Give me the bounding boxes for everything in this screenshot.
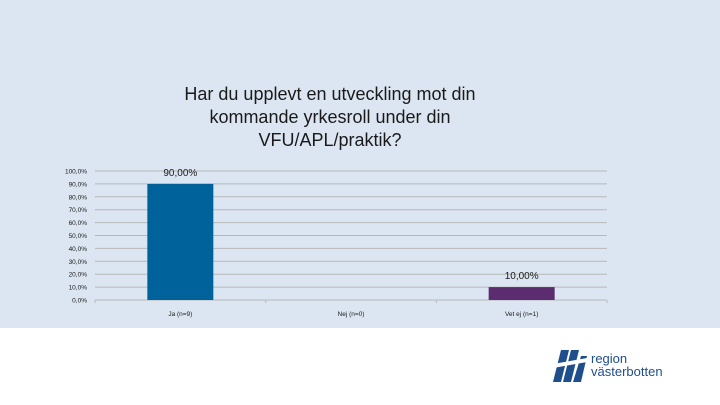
data-label: 90,00% bbox=[163, 168, 197, 179]
y-tick-label: 70,0% bbox=[69, 207, 88, 214]
y-tick-label: 40,0% bbox=[69, 246, 88, 253]
y-tick-label: 80,0% bbox=[69, 194, 88, 201]
chart-title-line: VFU/APL/praktik? bbox=[258, 130, 401, 150]
bar-chart: Har du upplevt en utveckling mot din komm… bbox=[65, 84, 608, 318]
bars bbox=[147, 183, 555, 300]
y-axis-ticks: 0,0% 10,0% 20,0% 30,0% 40,0% 50,0% 60,0% 70,0% 8… bbox=[65, 169, 87, 305]
y-tick-label: 100,0% bbox=[65, 169, 87, 176]
data-labels: 90,00% 10,00% bbox=[163, 168, 538, 282]
x-tick-label: Nej (n=0) bbox=[338, 311, 365, 318]
y-tick-label: 20,0% bbox=[69, 272, 88, 279]
y-tick-label: 90,0% bbox=[69, 181, 88, 188]
logo-text: region västerbotten bbox=[591, 352, 663, 378]
logo-mark-icon bbox=[553, 350, 587, 382]
x-tick-label: Ja (n=9) bbox=[168, 311, 192, 318]
logo-line-2: västerbotten bbox=[591, 364, 663, 379]
data-label: 10,00% bbox=[505, 271, 539, 282]
bar bbox=[488, 287, 555, 300]
y-tick-label: 60,0% bbox=[69, 220, 88, 227]
y-tick-label: 30,0% bbox=[69, 259, 88, 266]
x-axis-ticks: Ja (n=9) Nej (n=0) Vet ej (n=1) bbox=[168, 311, 538, 318]
chart-title-line: Har du upplevt en utveckling mot din bbox=[184, 84, 475, 104]
y-tick-label: 0,0% bbox=[72, 298, 87, 305]
y-tick-label: 50,0% bbox=[69, 233, 88, 240]
logo-line-1: region bbox=[591, 351, 628, 366]
chart-title: Har du upplevt en utveckling mot din komm… bbox=[184, 84, 475, 150]
chart-panel bbox=[0, 0, 720, 328]
x-tick-label: Vet ej (n=1) bbox=[505, 311, 538, 318]
region-vasterbotten-logo: region västerbotten bbox=[553, 350, 713, 390]
bar bbox=[147, 183, 214, 300]
y-tick-label: 10,0% bbox=[69, 285, 88, 292]
chart-title-line: kommande yrkesroll under din bbox=[209, 107, 450, 127]
